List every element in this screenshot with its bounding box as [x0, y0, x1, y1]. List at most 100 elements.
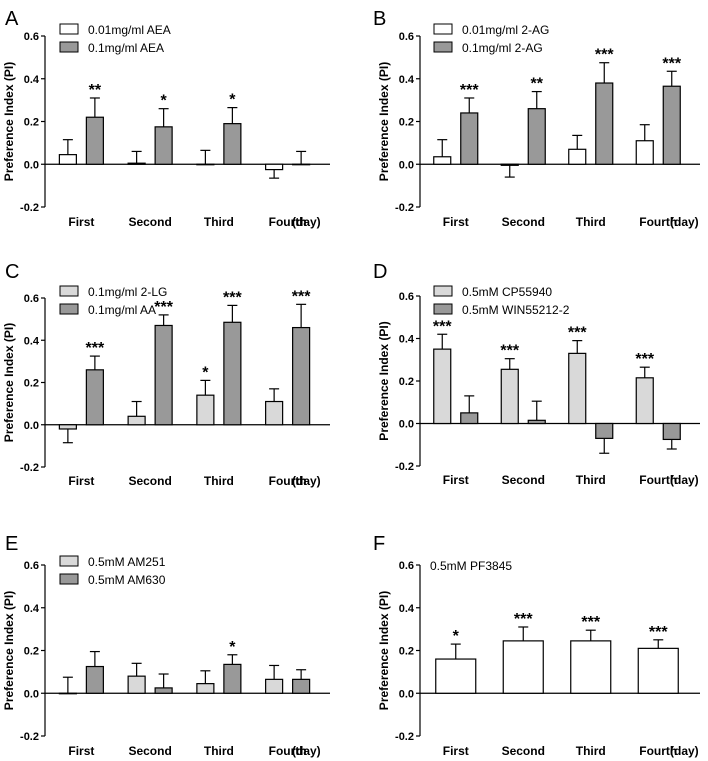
bar [500, 163, 519, 166]
x-tick-label: First [443, 744, 469, 758]
bar [223, 123, 242, 165]
y-tick-label: 0.0 [399, 159, 414, 171]
x-tick-label: Fourth [269, 744, 307, 758]
bar [433, 348, 452, 425]
x-tick-label: Fourth [639, 215, 677, 229]
legend-label: 0.01mg/ml 2-AG [462, 23, 549, 37]
bar [662, 85, 681, 165]
y-tick-label: 0.4 [399, 74, 415, 86]
panel-label: C [5, 261, 19, 283]
legend-swatch [59, 555, 79, 567]
legend-swatch [433, 23, 453, 35]
y-tick-label: 0.2 [24, 646, 39, 658]
x-tick-label: Third [204, 215, 234, 229]
legend-swatch [59, 303, 79, 315]
x-tick-label: Second [128, 474, 171, 488]
x-tick-label: Second [128, 744, 171, 758]
x-tick-label: Third [576, 744, 606, 758]
bar [568, 352, 587, 425]
y-tick-label: -0.2 [20, 731, 39, 743]
legend-label: 0.1mg/ml 2-AG [462, 41, 543, 55]
significance-label: *** [500, 343, 519, 360]
bar [595, 82, 614, 165]
x-axis-unit-label: (day) [670, 744, 699, 758]
bar [292, 326, 311, 426]
significance-label: * [202, 364, 209, 381]
x-tick-label: Second [502, 215, 545, 229]
bar [570, 640, 612, 694]
x-tick-label: Second [502, 473, 545, 487]
bar [265, 678, 284, 694]
legend-swatch [59, 23, 79, 35]
significance-label: ** [89, 82, 102, 99]
y-axis-label: Preference Index (PI) [2, 591, 16, 710]
y-tick-label: -0.2 [395, 202, 414, 214]
legend-label: 0.5mM CP55940 [462, 285, 552, 299]
chart-panel-f: F -0.2 0.0 0.2 0.4 0.6 Preference Index (PI) * F… [373, 533, 700, 758]
chart-panel-e: E -0.2 0.0 0.2 0.4 0.6 Preference Index (PI) Fi… [2, 533, 330, 758]
y-tick-label: -0.2 [395, 731, 414, 743]
y-tick-label: 0.6 [399, 560, 414, 572]
y-axis-label: Preference Index (PI) [377, 591, 391, 710]
significance-label: *** [514, 611, 533, 628]
y-tick-label: 0.6 [399, 31, 414, 43]
y-tick-label: -0.2 [395, 461, 414, 473]
significance-label: *** [86, 340, 105, 357]
bar [127, 162, 146, 165]
significance-label: *** [223, 289, 242, 306]
legend-label: 0.1mg/ml AA [88, 303, 156, 317]
bar [154, 324, 173, 426]
bar [85, 116, 104, 165]
legend-label: 0.1mg/ml AEA [88, 41, 164, 55]
y-tick-label: -0.2 [20, 202, 39, 214]
x-tick-label: First [443, 473, 469, 487]
bar [527, 108, 546, 165]
y-tick-label: 0.0 [24, 159, 39, 171]
significance-label: * [229, 639, 236, 656]
x-tick-label: Fourth [269, 474, 307, 488]
bar [265, 400, 284, 426]
y-tick-label: 0.4 [24, 74, 40, 86]
bar [460, 112, 479, 165]
bar [500, 368, 519, 425]
x-tick-label: Third [576, 473, 606, 487]
bar [196, 683, 215, 694]
legend-swatch [59, 573, 79, 585]
bar [196, 394, 215, 426]
bar [595, 422, 614, 439]
legend-swatch [59, 285, 79, 297]
significance-label: *** [662, 55, 681, 72]
y-tick-label: 0.4 [24, 603, 40, 615]
chart-panel-b: B -0.2 0.0 0.2 0.4 0.6 Preference Index (PI) **… [373, 8, 700, 229]
x-axis-unit-label: (day) [292, 474, 321, 488]
y-tick-label: 0.4 [399, 603, 415, 615]
bar [223, 321, 242, 426]
x-tick-label: Second [128, 215, 171, 229]
y-tick-label: 0.6 [399, 291, 414, 303]
significance-label: *** [649, 624, 668, 641]
significance-label: *** [292, 288, 311, 305]
bar [127, 415, 146, 426]
significance-label: * [229, 92, 236, 109]
significance-label: *** [460, 82, 479, 99]
bar [127, 675, 146, 694]
panel-label: B [373, 8, 386, 30]
chart-panel-d: D -0.2 0.0 0.2 0.4 0.6 Preference Index (PI) **… [373, 261, 700, 487]
y-tick-label: 0.2 [399, 376, 414, 388]
x-axis-unit-label: (day) [670, 473, 699, 487]
significance-label: * [453, 628, 460, 645]
x-axis-unit-label: (day) [292, 744, 321, 758]
legend-swatch [433, 41, 453, 53]
x-tick-label: Fourth [269, 215, 307, 229]
y-axis-label: Preference Index (PI) [2, 323, 16, 442]
y-tick-label: 0.0 [399, 688, 414, 700]
bar [502, 640, 544, 694]
x-tick-label: First [68, 215, 94, 229]
bar [265, 163, 284, 171]
bar [58, 424, 77, 430]
x-tick-label: Third [204, 744, 234, 758]
x-tick-label: Fourth [639, 473, 677, 487]
significance-label: * [161, 93, 168, 110]
bar [58, 154, 77, 165]
